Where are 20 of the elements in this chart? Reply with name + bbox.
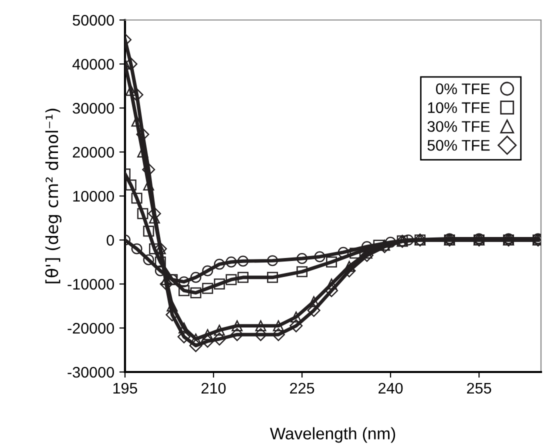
legend-label: 10% TFE (428, 102, 490, 114)
y-tick-label: -30000 (68, 366, 114, 378)
x-tick-label: 195 (113, 382, 138, 394)
x-tick-label: 210 (202, 382, 226, 394)
legend-label: 50% TFE (428, 140, 490, 151)
y-tick-label: 0 (106, 234, 114, 246)
legend-label: 0% TFE (436, 83, 490, 94)
y-tick-label: 10000 (73, 190, 114, 202)
y-axis-title: [θ'] (deg cm² dmol⁻¹) (45, 108, 62, 284)
y-tick-label: 20000 (72, 146, 114, 158)
y-tick-label: 50000 (72, 14, 114, 26)
y-tick-label: -10000 (68, 278, 114, 290)
legend-label: 30% TFE (428, 121, 490, 132)
x-axis-title: Wavelength (nm) (270, 427, 396, 443)
y-tick-label: 30000 (72, 102, 114, 114)
x-tick-label: 225 (290, 382, 314, 394)
y-tick-label: -20000 (68, 322, 114, 334)
y-tick-label: 40000 (72, 58, 114, 70)
x-tick-label: 240 (378, 382, 403, 394)
x-tick-label: 255 (467, 382, 492, 394)
